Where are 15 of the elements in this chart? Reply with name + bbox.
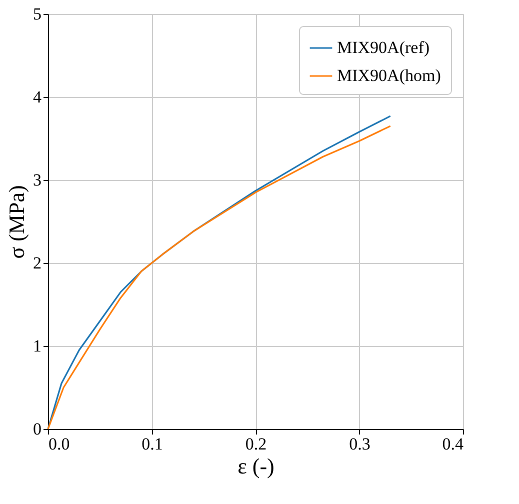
x-tick-label: 0.4 xyxy=(442,434,464,454)
x-tick-label: 0.0 xyxy=(48,434,70,454)
y-axis-title: σ (MPa) xyxy=(4,185,29,259)
x-axis-title: ε (-) xyxy=(238,454,274,478)
y-tick-label: 2 xyxy=(33,254,42,272)
y-tick-label: 5 xyxy=(33,4,42,24)
x-tick-label: 0.2 xyxy=(245,434,267,454)
y-tick-label: 3 xyxy=(33,170,42,190)
y-tick-label: 0 xyxy=(33,420,42,438)
y-tick-label: 4 xyxy=(33,88,42,106)
y-tick-label: 1 xyxy=(33,336,42,356)
legend-label: MIX90A(hom) xyxy=(337,66,441,85)
legend-label: MIX90A(ref) xyxy=(337,38,430,57)
x-tick-label: 0.1 xyxy=(142,434,163,454)
x-tick-label: 0.3 xyxy=(349,434,370,454)
